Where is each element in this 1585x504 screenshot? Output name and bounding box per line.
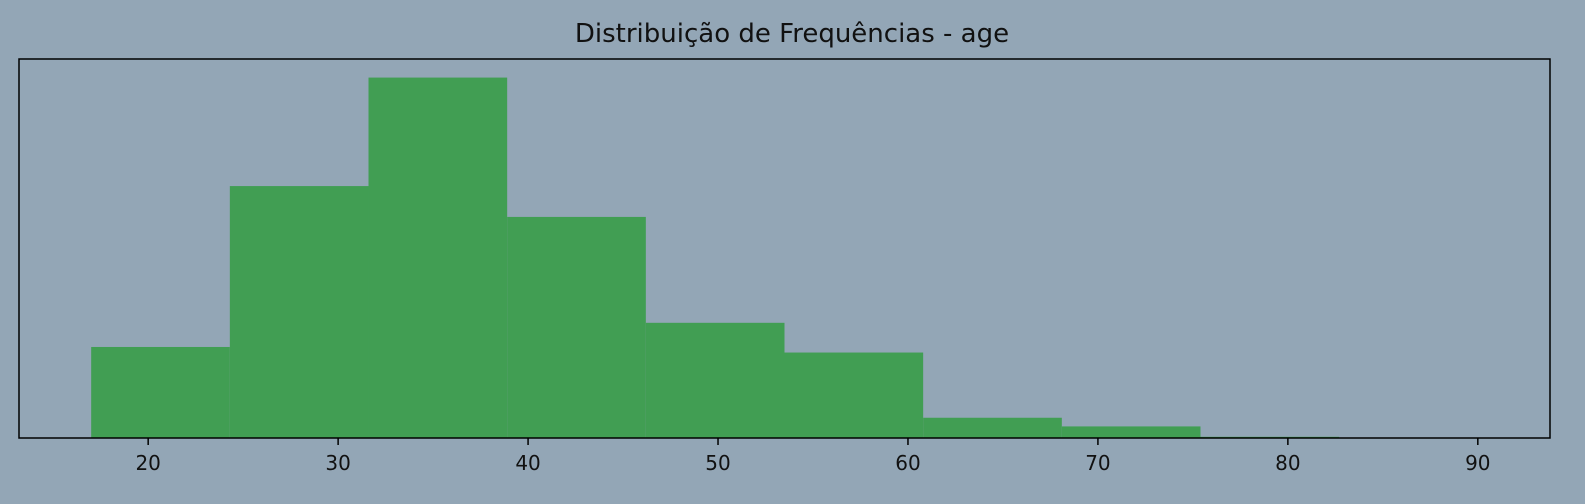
histogram-bar	[91, 346, 230, 438]
x-axis-ticks: 20 30 40 50 60 70 80 90	[135, 438, 1491, 475]
histogram-bar	[1061, 426, 1201, 438]
x-tick-label: 30	[325, 451, 350, 475]
x-tick-label: 60	[895, 451, 920, 475]
x-tick-label: 40	[515, 451, 540, 475]
histogram-bar	[923, 417, 1062, 438]
x-tick-label: 50	[705, 451, 730, 475]
x-tick-label: 70	[1085, 451, 1110, 475]
chart-title: Distribuição de Frequências - age	[575, 19, 1009, 49]
histogram-bar	[368, 77, 508, 438]
histogram-bar	[784, 352, 924, 438]
x-tick-label: 90	[1465, 451, 1490, 475]
plot-frame	[18, 58, 1551, 439]
x-tick-label: 80	[1275, 451, 1300, 475]
histogram-bar	[229, 186, 369, 438]
histogram-bar	[507, 216, 646, 438]
x-tick-label: 20	[135, 451, 160, 475]
bars-group	[91, 77, 1478, 438]
histogram-bar	[645, 322, 785, 438]
